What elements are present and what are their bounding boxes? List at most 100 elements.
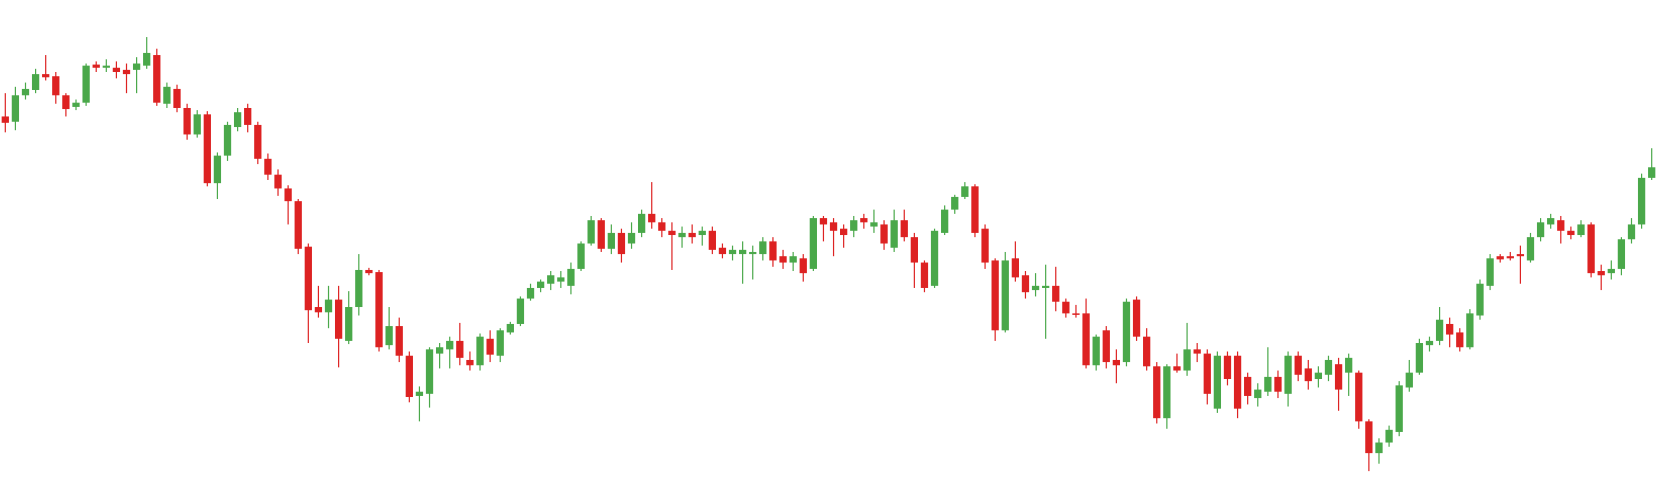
candle-body [1637, 177, 1646, 225]
candle-body [1274, 376, 1282, 392]
candle-body [1112, 359, 1121, 366]
candle-body [567, 268, 575, 286]
candle-body [1345, 357, 1353, 373]
candle-body [951, 196, 959, 210]
candle-body [11, 95, 20, 122]
candle-body [658, 222, 666, 231]
candle-body [82, 65, 90, 103]
candle-body [1466, 313, 1474, 348]
candle-body [1597, 271, 1605, 276]
candle-body [1435, 319, 1444, 341]
candle-body [274, 174, 282, 189]
candle-body [1446, 323, 1454, 335]
candle-body [1132, 299, 1141, 337]
candle-body [870, 222, 878, 227]
candle-body [516, 298, 525, 324]
candle-body [1, 116, 9, 123]
candle-body [1102, 330, 1110, 363]
candle-body [557, 277, 565, 282]
candle-body [324, 299, 333, 313]
candle-body [31, 74, 40, 90]
candle-body [910, 237, 918, 263]
candle-body [52, 76, 60, 96]
candle-body [1536, 222, 1545, 238]
candle-body [112, 67, 121, 72]
candle-body [920, 262, 929, 288]
candle-body [21, 88, 30, 96]
candle-body [122, 69, 131, 75]
candle-body [1092, 336, 1100, 366]
candle-body [678, 232, 686, 238]
candle-body [1375, 442, 1383, 454]
candle-body [1405, 372, 1413, 388]
candle-body [1486, 258, 1494, 286]
candle-body [1567, 230, 1575, 236]
candle-body [233, 112, 242, 128]
candle-body [92, 64, 100, 68]
candle-body [1334, 364, 1343, 390]
candle-body [1223, 355, 1232, 380]
candle-body [1173, 366, 1181, 371]
candle-body [1395, 385, 1403, 432]
candle-body [1294, 355, 1302, 375]
candle-body [1021, 275, 1030, 293]
candle-body [1203, 353, 1211, 394]
candle-body [739, 249, 747, 255]
candle-body [163, 86, 171, 104]
candle-body [718, 247, 727, 255]
candle-body [1415, 343, 1424, 373]
candle-body [850, 220, 858, 231]
candle-body [1577, 224, 1585, 236]
candle-body [1213, 355, 1222, 409]
candle-body [314, 307, 323, 313]
candle-body [193, 114, 201, 135]
candle-body [779, 256, 787, 263]
candle-body [304, 246, 312, 311]
candle-body [890, 220, 898, 248]
candle-body [1506, 256, 1514, 259]
candle-body [213, 155, 222, 184]
candle-body [223, 124, 232, 156]
candle-body [476, 336, 484, 366]
candle-body [981, 228, 989, 263]
candle-body [203, 114, 211, 184]
candle-body [688, 232, 696, 238]
candle-body [769, 241, 777, 261]
candle-body [446, 340, 454, 350]
candle-body [526, 287, 535, 299]
candle-body [1516, 254, 1525, 257]
candle-body [425, 349, 434, 394]
candle-body [72, 102, 80, 107]
candle-body [1031, 285, 1040, 291]
candle-body [1042, 285, 1050, 288]
candle-body [1183, 349, 1191, 371]
candle-body [1264, 376, 1272, 392]
candle-body [385, 326, 393, 346]
candle-body [365, 269, 373, 274]
candle-body [668, 230, 676, 236]
candle-body [900, 220, 908, 238]
candle-body [132, 63, 141, 70]
candle-body [1526, 237, 1535, 261]
candle-body [1082, 313, 1090, 366]
candle-body [819, 218, 828, 225]
candle-body [698, 230, 706, 236]
candle-body [607, 232, 615, 249]
candle-body [961, 186, 969, 197]
candle-body [1304, 368, 1312, 382]
candle-body [1153, 366, 1161, 419]
candle-body [244, 107, 252, 125]
candle-body [284, 188, 292, 202]
candle-body [395, 326, 403, 356]
candle-body [587, 220, 595, 244]
candle-body [102, 65, 110, 68]
candle-body [1456, 332, 1464, 348]
candle-body [1062, 301, 1070, 314]
candle-body [1547, 218, 1555, 225]
candle-body [648, 213, 656, 223]
candle-body [880, 224, 888, 244]
candle-body [1284, 355, 1292, 394]
candle-body [62, 95, 70, 110]
candle-body [547, 275, 555, 284]
